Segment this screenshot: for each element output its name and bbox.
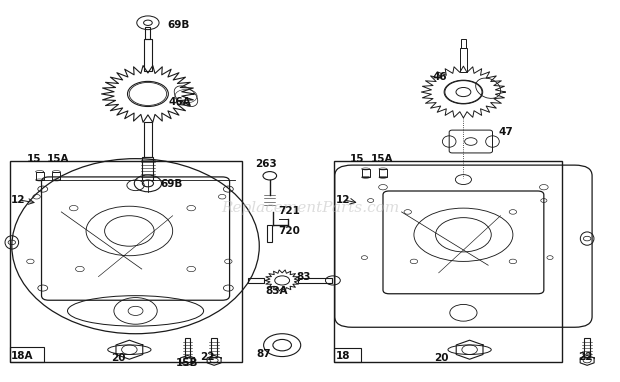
Bar (248, 278, 264, 283)
Bar (361, 169, 370, 177)
Bar (146, 28, 151, 39)
Text: 720: 720 (278, 226, 300, 236)
Text: 15A: 15A (47, 154, 69, 163)
Bar (211, 338, 217, 356)
Bar (185, 338, 190, 356)
Text: 47: 47 (498, 127, 513, 137)
Text: 22: 22 (578, 351, 593, 362)
Text: 12: 12 (335, 195, 350, 205)
Text: 18A: 18A (11, 351, 33, 361)
Bar (10, 347, 44, 362)
Text: 263: 263 (255, 159, 277, 169)
Text: 46: 46 (433, 72, 447, 82)
Bar (379, 169, 387, 177)
Text: 69B: 69B (161, 179, 183, 189)
Bar (298, 278, 332, 283)
Text: 721: 721 (278, 206, 300, 216)
Text: 46A: 46A (169, 97, 192, 107)
Bar (52, 172, 60, 180)
Text: 83A: 83A (265, 286, 288, 296)
Bar (461, 39, 466, 47)
Text: 15: 15 (27, 154, 42, 163)
Bar (334, 348, 361, 362)
Text: 15B: 15B (175, 358, 198, 368)
Text: 22: 22 (200, 351, 215, 362)
Text: 18: 18 (335, 351, 350, 361)
Text: 20: 20 (111, 353, 125, 363)
Text: 15A: 15A (371, 154, 393, 163)
Bar (585, 338, 590, 356)
Text: 15: 15 (350, 154, 365, 163)
Text: 12: 12 (11, 195, 25, 205)
Text: ReplacementParts.com: ReplacementParts.com (221, 201, 399, 215)
Bar (35, 172, 43, 180)
Bar (144, 39, 152, 71)
Bar (144, 123, 153, 157)
Bar (334, 160, 562, 362)
Text: 69B: 69B (168, 20, 190, 31)
Text: 83: 83 (296, 272, 311, 282)
Bar (459, 47, 467, 72)
Bar (267, 225, 272, 243)
Bar (143, 157, 154, 180)
Text: 20: 20 (434, 353, 448, 363)
Text: 87: 87 (256, 349, 271, 359)
Bar (10, 160, 242, 362)
